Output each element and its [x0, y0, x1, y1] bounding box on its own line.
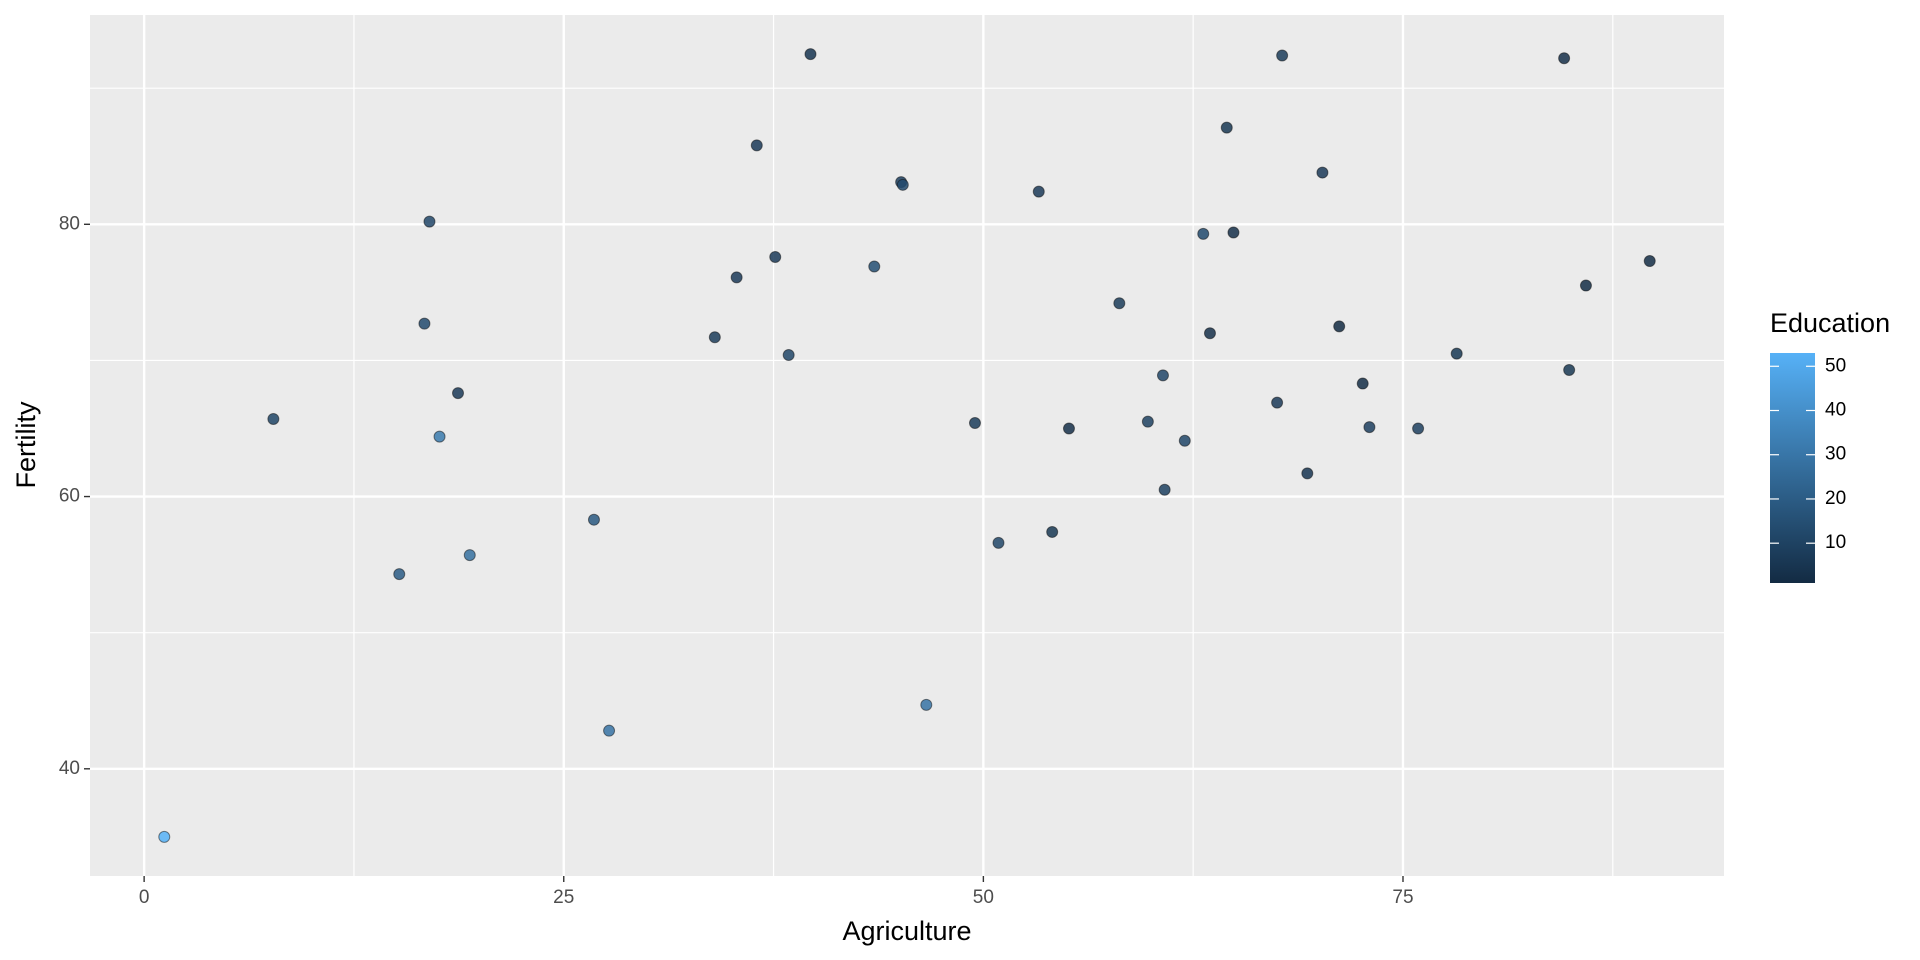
point — [1412, 422, 1425, 435]
point — [1579, 279, 1592, 292]
colorbar-label: 20 — [1825, 488, 1846, 509]
point — [1450, 347, 1463, 360]
point — [1333, 320, 1346, 333]
point — [1301, 467, 1314, 480]
colorbar — [1770, 353, 1815, 583]
legend-title: Education — [1770, 308, 1890, 338]
x-axis-title: Agriculture — [842, 916, 971, 946]
point — [423, 215, 436, 228]
point — [1227, 226, 1240, 239]
point — [158, 830, 171, 843]
point — [782, 348, 795, 361]
point — [1220, 121, 1233, 134]
point — [1316, 166, 1329, 179]
point — [1203, 327, 1216, 340]
point — [708, 331, 721, 344]
colorbar-label: 40 — [1825, 400, 1846, 421]
colorbar-label: 30 — [1825, 444, 1846, 465]
point — [1032, 185, 1045, 198]
point — [1156, 369, 1169, 382]
x-tick-label: 50 — [973, 887, 994, 908]
y-axis-title: Fertility — [11, 401, 41, 488]
point — [1363, 421, 1376, 434]
point — [896, 178, 909, 191]
point — [267, 412, 280, 425]
panel — [90, 15, 1724, 876]
point — [1558, 52, 1571, 65]
point — [452, 387, 465, 400]
y-tick-label: 40 — [59, 758, 80, 779]
point — [968, 417, 981, 430]
point — [433, 430, 446, 443]
point — [603, 724, 616, 737]
point — [418, 317, 431, 330]
point — [1276, 49, 1289, 62]
colorbar-label: 10 — [1825, 532, 1846, 553]
point — [920, 698, 933, 711]
point — [1158, 483, 1171, 496]
points — [158, 48, 1656, 843]
point — [750, 139, 763, 152]
y-tick-label: 60 — [59, 486, 80, 507]
colorbar-label: 50 — [1825, 355, 1846, 376]
x-tick-label: 0 — [139, 887, 150, 908]
point — [992, 536, 1005, 549]
point — [1197, 227, 1210, 240]
legend: 10 20 30 40 50 — [1770, 355, 1846, 553]
point — [1113, 297, 1126, 310]
point — [868, 260, 881, 273]
point — [1271, 396, 1284, 409]
point — [1062, 422, 1075, 435]
point — [463, 549, 476, 562]
point — [769, 250, 782, 263]
point — [804, 48, 817, 61]
point — [1141, 415, 1154, 428]
point — [393, 568, 406, 581]
point — [1356, 377, 1369, 390]
point — [730, 271, 743, 284]
point — [1178, 434, 1191, 447]
grid — [90, 15, 1724, 876]
point — [1046, 525, 1059, 538]
x-tick-label: 25 — [553, 887, 574, 908]
y-tick-label: 80 — [59, 213, 80, 234]
x-tick-label: 75 — [1392, 887, 1413, 908]
point — [1563, 363, 1576, 376]
point — [587, 513, 600, 526]
point — [1643, 255, 1656, 268]
